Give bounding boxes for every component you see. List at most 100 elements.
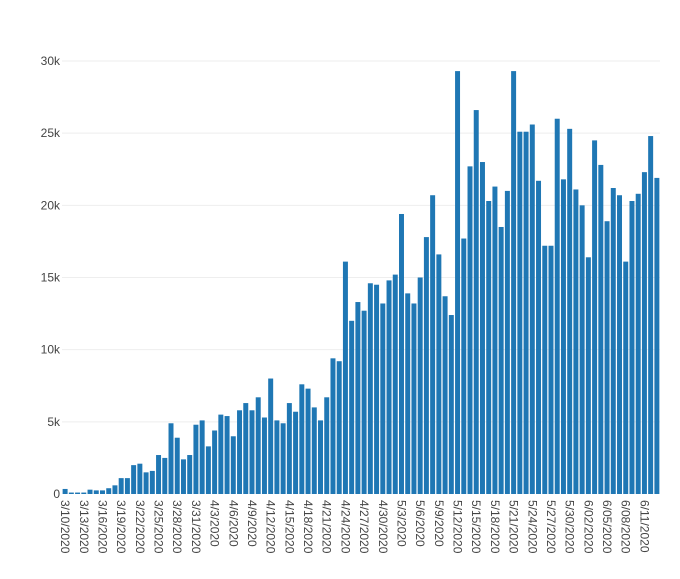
bar[interactable] bbox=[648, 136, 654, 495]
bar[interactable] bbox=[536, 180, 542, 495]
bar[interactable] bbox=[467, 166, 473, 495]
bar[interactable] bbox=[598, 164, 604, 495]
bar[interactable] bbox=[162, 457, 168, 494]
bar[interactable] bbox=[62, 488, 68, 494]
bar[interactable] bbox=[255, 397, 261, 494]
bar[interactable] bbox=[641, 172, 647, 494]
bar[interactable] bbox=[124, 478, 130, 494]
x-tick-label: 3/31/2020 bbox=[189, 500, 203, 554]
bar[interactable] bbox=[417, 277, 423, 495]
bar[interactable] bbox=[293, 411, 299, 494]
bar[interactable] bbox=[268, 378, 274, 494]
bar[interactable] bbox=[560, 179, 566, 494]
bar[interactable] bbox=[585, 257, 591, 494]
bar[interactable] bbox=[486, 201, 492, 494]
bar[interactable] bbox=[523, 131, 529, 494]
bar[interactable] bbox=[436, 254, 442, 494]
bar[interactable] bbox=[455, 71, 461, 494]
bar[interactable] bbox=[187, 455, 193, 494]
bar[interactable] bbox=[106, 488, 112, 494]
bar[interactable] bbox=[156, 455, 162, 494]
bar[interactable] bbox=[386, 280, 392, 494]
bar[interactable] bbox=[336, 361, 342, 494]
bar[interactable] bbox=[610, 188, 616, 494]
bar[interactable] bbox=[305, 388, 311, 494]
bar[interactable] bbox=[81, 492, 87, 494]
bar[interactable] bbox=[355, 302, 361, 494]
bar[interactable] bbox=[542, 245, 548, 494]
bar[interactable] bbox=[143, 472, 149, 494]
bar[interactable] bbox=[212, 430, 218, 494]
bar[interactable] bbox=[392, 274, 398, 494]
bar[interactable] bbox=[280, 423, 286, 494]
x-tick-label: 3/16/2020 bbox=[95, 500, 109, 554]
bar[interactable] bbox=[654, 177, 660, 494]
bar[interactable] bbox=[274, 420, 280, 494]
bar[interactable] bbox=[118, 478, 124, 494]
bar[interactable] bbox=[579, 205, 585, 494]
bar[interactable] bbox=[149, 470, 155, 494]
bar[interactable] bbox=[324, 397, 330, 494]
bar[interactable] bbox=[299, 384, 305, 494]
bar[interactable] bbox=[511, 71, 517, 494]
bar[interactable] bbox=[399, 213, 404, 495]
bar[interactable] bbox=[554, 118, 560, 494]
bar[interactable] bbox=[430, 195, 436, 495]
bar[interactable] bbox=[261, 417, 267, 495]
bar[interactable] bbox=[567, 128, 573, 494]
bar[interactable] bbox=[517, 131, 523, 494]
bar[interactable] bbox=[423, 237, 429, 494]
bar[interactable] bbox=[237, 410, 243, 494]
bar[interactable] bbox=[243, 403, 249, 494]
bar[interactable] bbox=[504, 190, 510, 494]
bar[interactable] bbox=[199, 420, 205, 494]
bar[interactable] bbox=[100, 490, 105, 494]
bar[interactable] bbox=[137, 463, 143, 494]
bar[interactable] bbox=[629, 201, 635, 494]
bar[interactable] bbox=[380, 303, 386, 494]
bar[interactable] bbox=[342, 261, 348, 494]
bar[interactable] bbox=[529, 124, 535, 494]
bar[interactable] bbox=[174, 437, 180, 494]
bar[interactable] bbox=[548, 245, 554, 494]
bar[interactable] bbox=[230, 436, 236, 494]
bar[interactable] bbox=[492, 186, 498, 494]
bar[interactable] bbox=[180, 459, 186, 494]
bar[interactable] bbox=[75, 492, 81, 494]
bar[interactable] bbox=[473, 110, 479, 494]
bar[interactable] bbox=[87, 489, 93, 494]
bar[interactable] bbox=[249, 410, 255, 494]
bar[interactable] bbox=[635, 193, 641, 495]
bar[interactable] bbox=[448, 315, 454, 494]
bar[interactable] bbox=[604, 221, 610, 494]
bar[interactable] bbox=[367, 283, 373, 494]
bar[interactable] bbox=[68, 492, 74, 494]
bar[interactable] bbox=[205, 446, 211, 494]
bar[interactable] bbox=[330, 358, 336, 494]
bar[interactable] bbox=[498, 226, 504, 495]
bar[interactable] bbox=[374, 284, 380, 494]
bar[interactable] bbox=[592, 140, 598, 494]
bar[interactable] bbox=[479, 162, 485, 494]
bar[interactable] bbox=[93, 490, 99, 494]
bar[interactable] bbox=[286, 403, 292, 494]
bar[interactable] bbox=[573, 189, 579, 494]
bar[interactable] bbox=[131, 465, 137, 494]
bar[interactable] bbox=[218, 414, 224, 494]
bar[interactable] bbox=[623, 261, 629, 494]
bar[interactable] bbox=[461, 238, 467, 494]
bar[interactable] bbox=[411, 303, 417, 494]
bar[interactable] bbox=[405, 293, 411, 494]
bar[interactable] bbox=[617, 195, 622, 495]
bar[interactable] bbox=[112, 485, 118, 494]
bar[interactable] bbox=[349, 320, 355, 494]
bars bbox=[62, 71, 660, 495]
bar[interactable] bbox=[442, 296, 448, 494]
bar[interactable] bbox=[311, 407, 317, 494]
bar[interactable] bbox=[168, 423, 174, 494]
bar[interactable] bbox=[224, 416, 230, 494]
bar[interactable] bbox=[361, 310, 367, 494]
bar[interactable] bbox=[318, 420, 323, 494]
bar[interactable] bbox=[193, 424, 199, 494]
